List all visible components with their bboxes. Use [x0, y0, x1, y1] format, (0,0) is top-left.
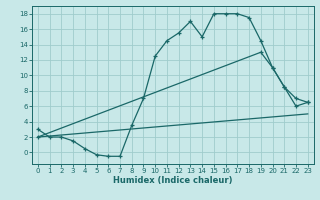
X-axis label: Humidex (Indice chaleur): Humidex (Indice chaleur) — [113, 176, 233, 185]
